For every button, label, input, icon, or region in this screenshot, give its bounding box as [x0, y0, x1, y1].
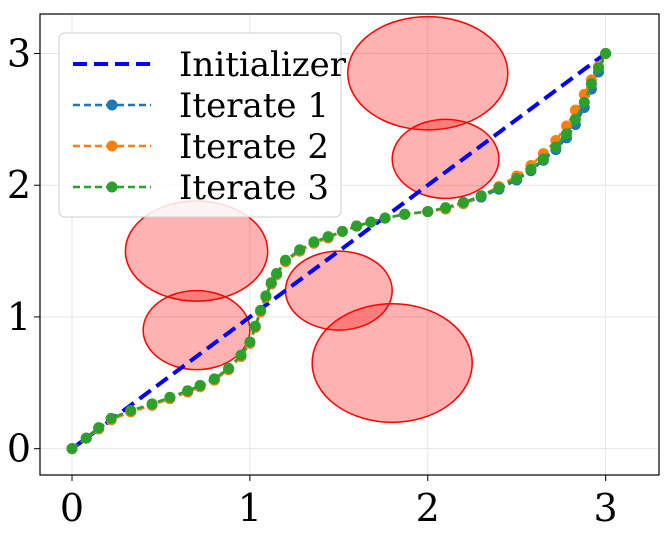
y-tick-label: 3 — [7, 32, 31, 76]
data-point — [336, 225, 348, 237]
data-point — [194, 379, 206, 391]
data-point — [164, 391, 176, 403]
data-point — [308, 236, 320, 248]
legend-label: Initializer — [179, 45, 347, 85]
data-point — [271, 267, 283, 279]
data-point — [578, 96, 590, 108]
data-point — [511, 173, 523, 185]
obstacle-circle-5 — [346, 15, 509, 131]
x-tick-label: 3 — [594, 486, 618, 530]
data-point — [265, 277, 277, 289]
data-point — [182, 385, 194, 397]
data-point — [105, 412, 117, 424]
legend-label: Iterate 1 — [179, 86, 329, 126]
data-point — [235, 349, 247, 361]
series-initializer — [70, 51, 607, 451]
data-point — [294, 244, 306, 256]
obstacle-circle-6 — [391, 118, 500, 200]
data-point — [351, 220, 363, 232]
data-point — [379, 212, 391, 224]
axis-ticks: 0 1 2 3 0 1 2 3 — [7, 32, 618, 530]
plot-area-frame — [39, 13, 660, 476]
data-point — [593, 62, 605, 74]
x-tick-label: 0 — [60, 486, 84, 530]
data-point — [93, 422, 105, 434]
data-point — [569, 113, 581, 125]
data-point — [125, 404, 137, 416]
data-point — [399, 208, 411, 220]
obstacle-circle-4 — [311, 303, 473, 424]
data-point — [260, 290, 272, 302]
data-point — [322, 231, 334, 243]
data-point — [422, 206, 434, 218]
data-point — [585, 78, 597, 90]
data-point — [537, 153, 549, 165]
data-point — [525, 163, 537, 175]
data-point — [475, 190, 487, 202]
data-point — [66, 443, 78, 455]
data-point — [249, 320, 261, 332]
y-tick-label: 0 — [7, 427, 31, 471]
data-point — [146, 398, 158, 410]
legend-marker — [106, 140, 118, 152]
series-line — [70, 51, 607, 451]
legend-marker — [106, 181, 118, 193]
legend-label: Iterate 3 — [179, 168, 329, 208]
data-point — [578, 88, 590, 100]
legend-item-initializer: Initializer — [73, 45, 347, 85]
data-point — [600, 48, 612, 60]
data-point — [561, 128, 573, 140]
obstacle-circle-2 — [142, 289, 251, 371]
data-point — [223, 362, 235, 374]
series-layer — [66, 48, 612, 455]
legend-box — [58, 32, 342, 218]
x-tick-label: 2 — [416, 486, 440, 530]
y-tick-label: 2 — [7, 163, 31, 207]
y-tick-label: 1 — [7, 295, 31, 339]
legend-item-iterate-2: Iterate 2 — [73, 127, 329, 167]
data-point — [550, 141, 562, 153]
data-point — [255, 304, 267, 316]
data-point — [493, 182, 505, 194]
data-point — [208, 373, 220, 385]
legend-label: Iterate 2 — [179, 127, 329, 167]
data-point — [440, 202, 452, 214]
legend-item-iterate-3: Iterate 3 — [73, 168, 329, 208]
series-iterate-3 — [66, 48, 612, 455]
data-point — [80, 432, 92, 444]
data-point — [365, 216, 377, 228]
legend-item-iterate-1: Iterate 1 — [73, 86, 329, 126]
x-tick-label: 1 — [238, 486, 262, 530]
legend-marker — [106, 99, 118, 111]
data-point — [279, 254, 291, 266]
data-point — [457, 196, 469, 208]
obstacle-layer — [124, 15, 509, 424]
data-point — [244, 336, 256, 348]
